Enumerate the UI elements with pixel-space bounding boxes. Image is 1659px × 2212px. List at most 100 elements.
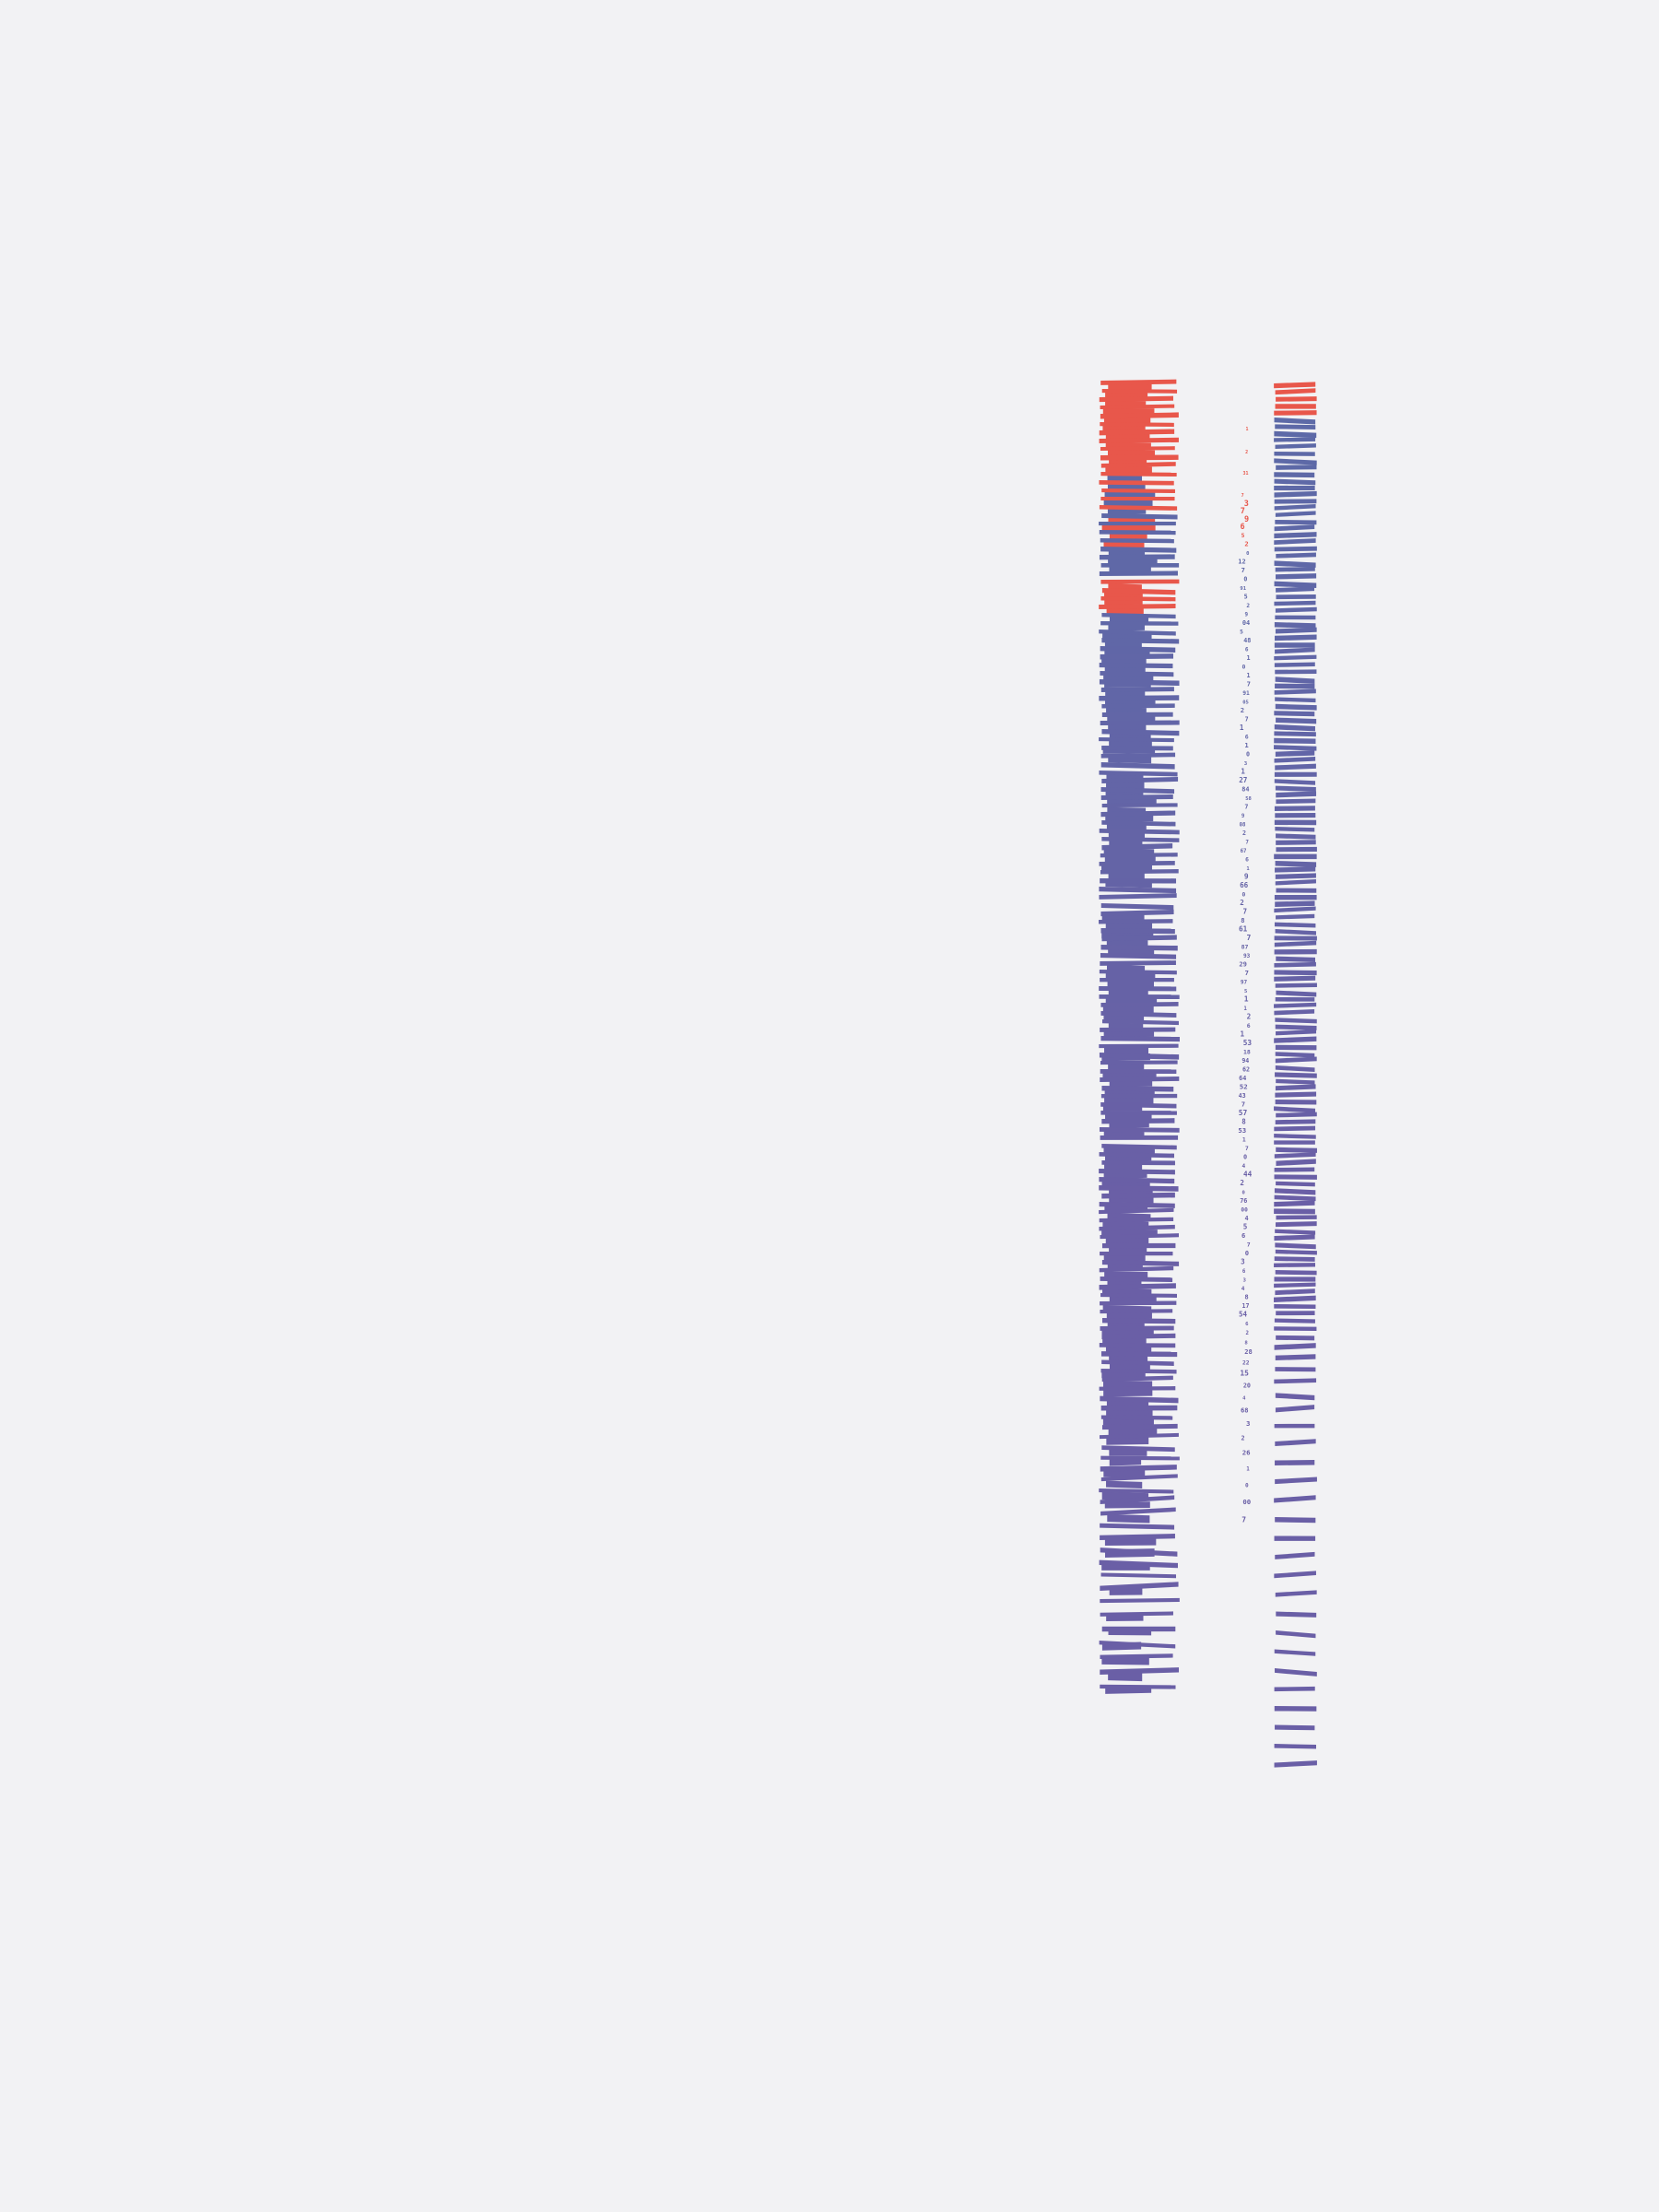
tick-label: 2 — [1246, 1331, 1249, 1336]
tick-label: 4 — [1242, 1396, 1246, 1402]
right-bar-row — [1274, 546, 1317, 552]
right-bar-row — [1274, 458, 1317, 465]
thin-bar-row — [1100, 1300, 1177, 1306]
thin-bar-row — [1101, 776, 1179, 783]
thin-bar-row — [1100, 497, 1175, 501]
right-bar-row — [1276, 586, 1315, 593]
right-bar-row — [1275, 1065, 1315, 1073]
tick-label: 2 — [1247, 1013, 1252, 1021]
right-bar-row — [1275, 634, 1317, 641]
tick-label: 6 — [1247, 1022, 1251, 1030]
right-bar-row — [1274, 654, 1317, 661]
right-bar-row — [1275, 1477, 1317, 1485]
thin-bar-row — [1101, 1019, 1179, 1026]
thin-bar-row — [1100, 1060, 1178, 1065]
thin-bar-row — [1100, 1667, 1180, 1675]
thin-bar-row — [1100, 1069, 1177, 1075]
thin-bar-row — [1099, 554, 1175, 560]
tick-label: 7 — [1242, 908, 1247, 916]
thin-bar-row — [1101, 613, 1176, 619]
thin-bar-row — [1100, 1507, 1176, 1516]
thin-bar-row — [1099, 522, 1176, 526]
thin-bar-row — [1099, 629, 1176, 636]
tick-label: 0 — [1245, 1482, 1249, 1488]
right-bar-row — [1275, 677, 1315, 685]
right-bar-row — [1274, 1282, 1316, 1288]
tick-label: 3 — [1241, 1258, 1245, 1266]
tick-label: 8 — [1241, 1118, 1246, 1126]
thin-bar-row — [1099, 695, 1180, 701]
right-bar-row — [1275, 1249, 1317, 1255]
right-bar-row — [1274, 1234, 1315, 1241]
right-bar-row — [1274, 756, 1316, 763]
thin-bar-row — [1099, 1043, 1179, 1049]
tick-label: 7 — [1241, 507, 1245, 516]
right-bar-row — [1275, 1393, 1315, 1401]
thin-bar-row — [1099, 737, 1174, 743]
right-bar-row — [1274, 1744, 1317, 1749]
right-bar-row — [1274, 935, 1317, 941]
right-bar-row — [1275, 1100, 1317, 1105]
right-bar-row — [1275, 866, 1316, 873]
thick-bar-row — [1108, 1428, 1158, 1436]
right-bar-row — [1274, 1036, 1317, 1043]
thin-bar-row — [1101, 820, 1176, 827]
thick-bar-row — [1107, 980, 1154, 989]
thick-bar-row — [1102, 1418, 1154, 1426]
right-bar-row — [1275, 763, 1316, 771]
thin-bar-row — [1100, 687, 1174, 692]
thin-bar-row — [1100, 404, 1175, 410]
right-bar-row — [1275, 1367, 1316, 1372]
thick-bar-row — [1105, 922, 1153, 930]
thin-bar-row — [1100, 422, 1174, 428]
thick-bar-row — [1107, 475, 1143, 482]
thin-bar-row — [1099, 437, 1179, 444]
right-bar-row — [1276, 990, 1317, 997]
right-bar-row — [1274, 1423, 1315, 1429]
thin-bar-row — [1100, 1523, 1175, 1530]
tick-label: 6 — [1240, 523, 1244, 532]
tick-label: 6 — [1245, 734, 1249, 741]
right-bar-row — [1276, 791, 1317, 798]
right-bar-row — [1274, 600, 1316, 606]
thin-bar-row — [1099, 505, 1178, 511]
thin-bar-row — [1100, 1351, 1178, 1358]
tick-label: 7 — [1247, 680, 1251, 688]
thin-bar-row — [1099, 1488, 1174, 1494]
right-bar-row — [1275, 697, 1316, 703]
thin-bar-row — [1099, 829, 1180, 835]
thin-bar-row — [1100, 1011, 1177, 1018]
right-bar-row — [1274, 430, 1317, 439]
tick-label: 1 — [1246, 1467, 1250, 1473]
tick-label: 0 — [1242, 1191, 1245, 1196]
thin-bar-row — [1099, 1169, 1175, 1175]
tick-label: 91 — [1242, 690, 1250, 697]
right-bar-row — [1275, 1056, 1317, 1064]
right-bar-row — [1274, 622, 1316, 629]
right-bar-row — [1275, 647, 1315, 654]
tick-label: 7 — [1241, 493, 1244, 499]
right-bar-row — [1276, 717, 1317, 724]
thin-bar-row — [1100, 1135, 1179, 1140]
tick-label: 29 — [1239, 960, 1247, 969]
tick-label: 9 — [1245, 612, 1249, 618]
right-bar-row — [1274, 1174, 1317, 1180]
right-bar-row — [1275, 1405, 1315, 1413]
right-bar-row — [1274, 581, 1317, 588]
thin-bar-row — [1099, 919, 1173, 924]
thin-bar-row — [1099, 1207, 1174, 1215]
thin-bar-row — [1100, 1293, 1178, 1298]
right-bar-row — [1275, 703, 1317, 711]
tick-label: 52 — [1240, 1083, 1248, 1091]
thin-bar-row — [1100, 379, 1177, 385]
thin-bar-row — [1099, 1224, 1175, 1231]
thick-bar-row — [1109, 1587, 1143, 1595]
tick-label: 5 — [1243, 1223, 1248, 1231]
thick-bar-row — [1104, 1501, 1150, 1509]
thin-bar-row — [1100, 945, 1178, 951]
right-bar-row — [1275, 1242, 1316, 1250]
tick-label: 6 — [1242, 1269, 1246, 1275]
right-bar-row — [1276, 594, 1316, 600]
thin-bar-row — [1099, 1177, 1175, 1184]
